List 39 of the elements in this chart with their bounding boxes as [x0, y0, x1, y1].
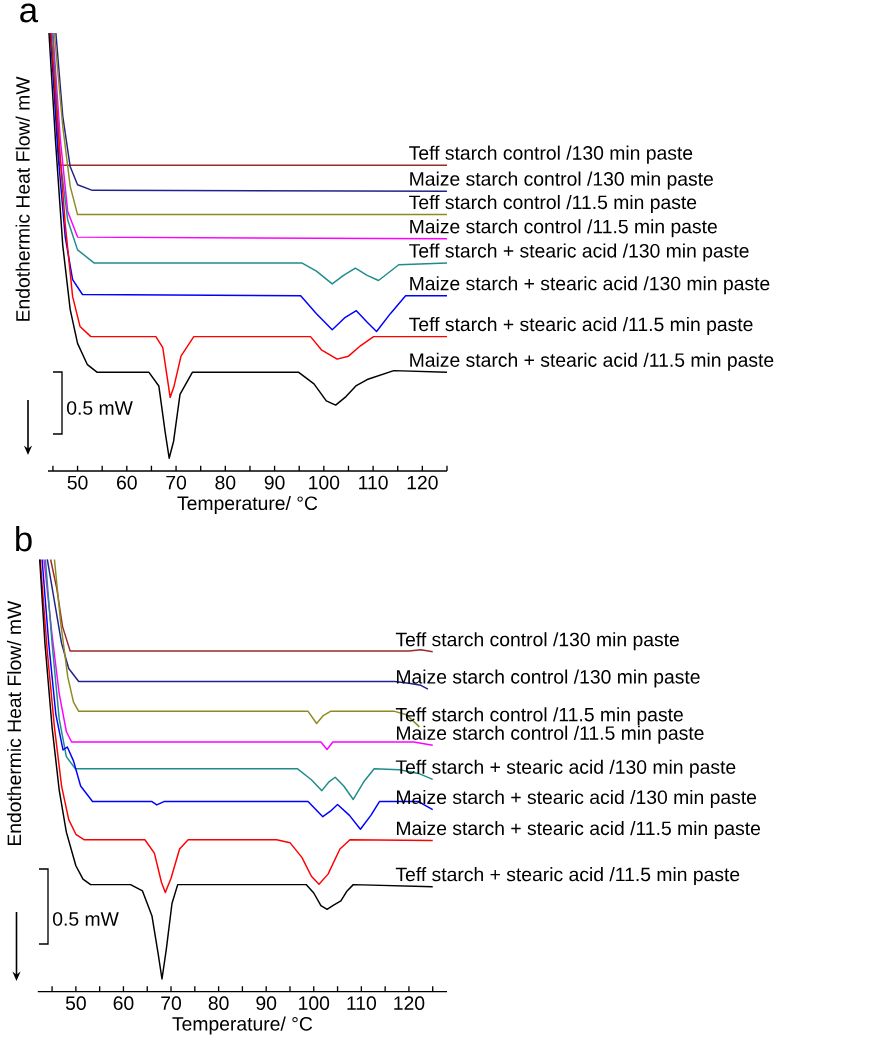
series-label: Teff starch + stearic acid /11.5 min paste [395, 867, 740, 886]
x-tick-label: 120 [394, 996, 425, 1010]
series-label: Teff starch + stearic acid /130 min paste [409, 243, 749, 262]
series-label: Maize starch + stearic acid /130 min paste [396, 789, 757, 808]
series-label: Teff starch + stearic acid /11.5 min paste [409, 316, 753, 336]
x-tick-label: 70 [161, 996, 182, 1010]
series-label: Maize starch control /11.5 min paste [410, 219, 717, 238]
x-tick-label: 90 [256, 996, 277, 1010]
y-axis-title: Endothermic Heat Flow/ mW [6, 600, 22, 846]
x-tick-label: 70 [166, 475, 187, 490]
x-tick-label: 100 [309, 475, 340, 490]
x-tick-label: 110 [347, 996, 376, 1010]
annotation: 0.5 mW [67, 401, 133, 415]
chart-title: a [20, 3, 39, 23]
series-label: Maize starch + stearic acid /130 min paste [410, 276, 770, 295]
series-label: Teff starch control /130 min paste [395, 632, 679, 651]
x-tick-label: 100 [299, 996, 330, 1010]
x-tick-label: 50 [67, 475, 88, 490]
x-tick-label: 50 [65, 996, 86, 1010]
series-label: Maize starch + stearic acid /11.5 min paste [396, 820, 761, 839]
x-tick-label: 80 [208, 996, 229, 1010]
chart-title: b [16, 525, 32, 552]
x-tick-label: 110 [359, 475, 388, 490]
series-label: Maize starch control /130 min paste [396, 669, 700, 688]
y-axis-title: Endothermic Heat Flow/ mW [15, 76, 30, 321]
x-axis-title: Temperature/ °C [177, 495, 318, 514]
series-label: Teff starch control /130 min paste [409, 145, 693, 164]
series-label: Teff starch + stearic acid /130 min paste [395, 759, 736, 778]
x-tick-label: 60 [117, 475, 137, 490]
series-label: Maize starch control /11.5 min paste [396, 725, 704, 744]
x-tick-label: 60 [113, 996, 134, 1010]
annotation: 0.5 mW [53, 912, 119, 926]
x-tick-label: 80 [215, 475, 236, 490]
x-tick-label: 120 [407, 475, 438, 490]
x-tick-label: 90 [264, 475, 285, 490]
x-axis-title: Temperature/ °C [172, 1016, 313, 1035]
series-label: Teff starch control /11.5 min paste [409, 194, 697, 213]
series-label: Maize starch + stearic acid /11.5 min paste [410, 352, 774, 371]
series-label: Maize starch control /130 min paste [410, 171, 713, 190]
